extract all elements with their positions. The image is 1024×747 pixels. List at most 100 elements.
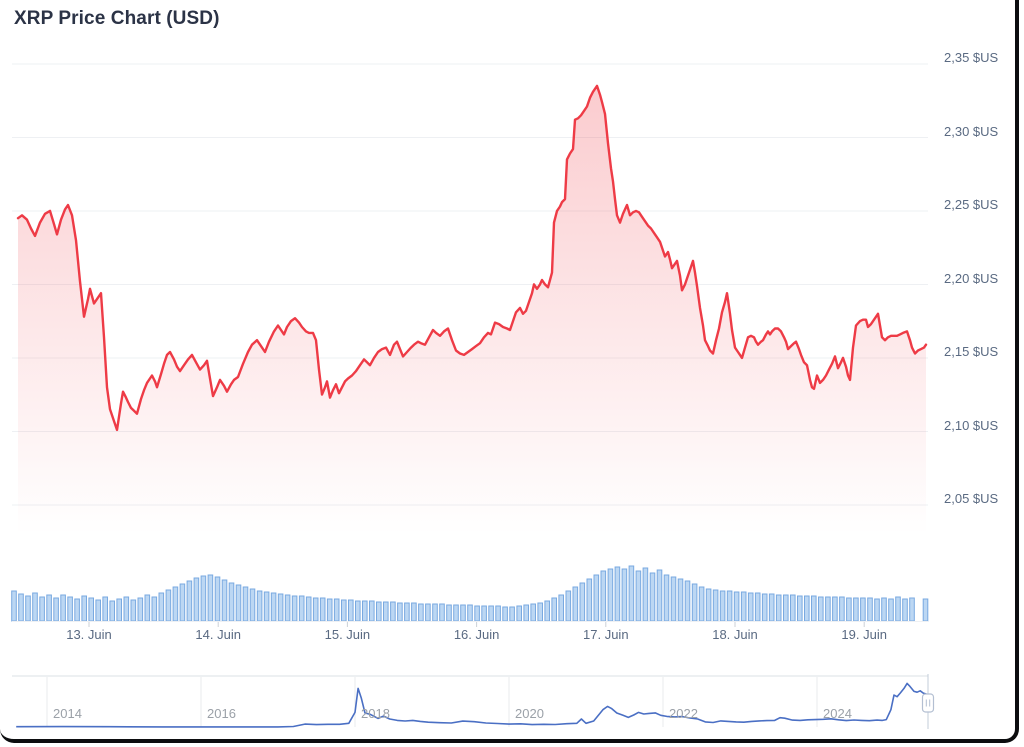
volume-bar [523, 604, 530, 622]
volume-bar [249, 588, 256, 622]
volume-bar [649, 572, 656, 622]
volume-bar [502, 606, 508, 622]
volume-bar [853, 597, 859, 622]
volume-bar [460, 604, 466, 622]
volume-bar [551, 597, 558, 622]
volume-bar [439, 603, 445, 622]
volume-bar [102, 596, 109, 622]
volume-bar [467, 604, 473, 622]
volume-bar [558, 594, 565, 622]
volume-bar [572, 586, 579, 622]
volume-bar [670, 576, 677, 622]
volume-bar [537, 602, 544, 622]
volume-bar [179, 583, 186, 622]
volume-bar [846, 597, 852, 622]
volume-bar [404, 602, 410, 622]
volume-bar [151, 596, 158, 622]
volume-bar [46, 594, 52, 622]
volume-bar [790, 594, 796, 622]
volume-bar [544, 600, 551, 622]
volume-bar [376, 601, 382, 622]
volume-bar [705, 588, 712, 622]
volume-bar [754, 592, 761, 622]
volume-bar [432, 603, 438, 622]
volume-bar [312, 597, 319, 622]
volume-bar [242, 586, 249, 622]
volume-bar [207, 574, 214, 622]
volume-bar [621, 568, 628, 622]
page-title: XRP Price Chart (USD) [14, 8, 220, 29]
volume-bar [614, 566, 621, 622]
volume-bar [158, 592, 165, 622]
price-area [18, 85, 926, 541]
volume-bar [319, 597, 326, 622]
volume-bar [383, 601, 389, 622]
volume-bar [74, 598, 80, 622]
volume-bar [888, 598, 894, 622]
volume-bar [256, 590, 263, 622]
volume-bar [397, 602, 403, 622]
volume-bar [341, 599, 347, 622]
volume-bar [214, 576, 221, 622]
volume-bar [60, 594, 66, 622]
volume-bar [411, 602, 417, 622]
volume-bar [172, 586, 179, 622]
volume-bar [663, 574, 670, 622]
volume-bar [481, 605, 487, 622]
volume-bar [18, 593, 24, 622]
volume-bar [565, 590, 572, 622]
volume-bar [783, 594, 789, 622]
volume-bar [586, 578, 593, 622]
volume-bar [922, 598, 929, 622]
volume-bar [109, 600, 116, 622]
volume-bar [418, 603, 424, 622]
volume-bar [446, 604, 452, 622]
navigator-handle[interactable] [921, 693, 935, 713]
volume-bar [811, 595, 817, 622]
volume-bar [144, 594, 151, 622]
volume-bar [116, 598, 123, 622]
volume-bar [895, 596, 901, 622]
volume-bar [698, 586, 705, 622]
volume-bar [488, 605, 494, 622]
volume-bar [453, 604, 459, 622]
volume-bar [11, 590, 17, 622]
volume-bar [719, 590, 726, 622]
volume-bar [305, 596, 312, 622]
volume-bar [593, 574, 600, 622]
volume-bar [530, 603, 537, 622]
volume-bar [291, 595, 298, 622]
volume-bar [355, 600, 361, 622]
volume-bars [11, 565, 929, 622]
price-line [16, 84, 928, 432]
volume-bar [818, 596, 824, 622]
volume-bar [733, 591, 740, 622]
navigator[interactable] [12, 674, 935, 729]
volume-bar [600, 570, 607, 622]
volume-bar [200, 575, 207, 622]
volume-bar [39, 596, 45, 622]
volume-bar [516, 605, 523, 622]
volume-bar [228, 582, 235, 622]
volume-bar [909, 597, 915, 622]
volume-bar [761, 593, 768, 622]
volume-bar [902, 598, 908, 622]
volume-bar [326, 598, 333, 622]
volume-bar [235, 584, 242, 622]
volume-bar [874, 598, 880, 622]
volume-bar [832, 596, 838, 622]
volume-bar [656, 569, 663, 622]
volume-bar [867, 597, 873, 622]
volume-bar [88, 597, 95, 622]
volume-bar [825, 596, 831, 622]
volume-bar [712, 589, 719, 622]
volume-bar [628, 565, 635, 622]
volume-bar [348, 599, 354, 622]
volume-bar [390, 601, 396, 622]
volume-bar [165, 589, 172, 622]
volume-bar [277, 593, 284, 622]
volume-bar [221, 579, 228, 622]
volume-bar [509, 606, 515, 622]
